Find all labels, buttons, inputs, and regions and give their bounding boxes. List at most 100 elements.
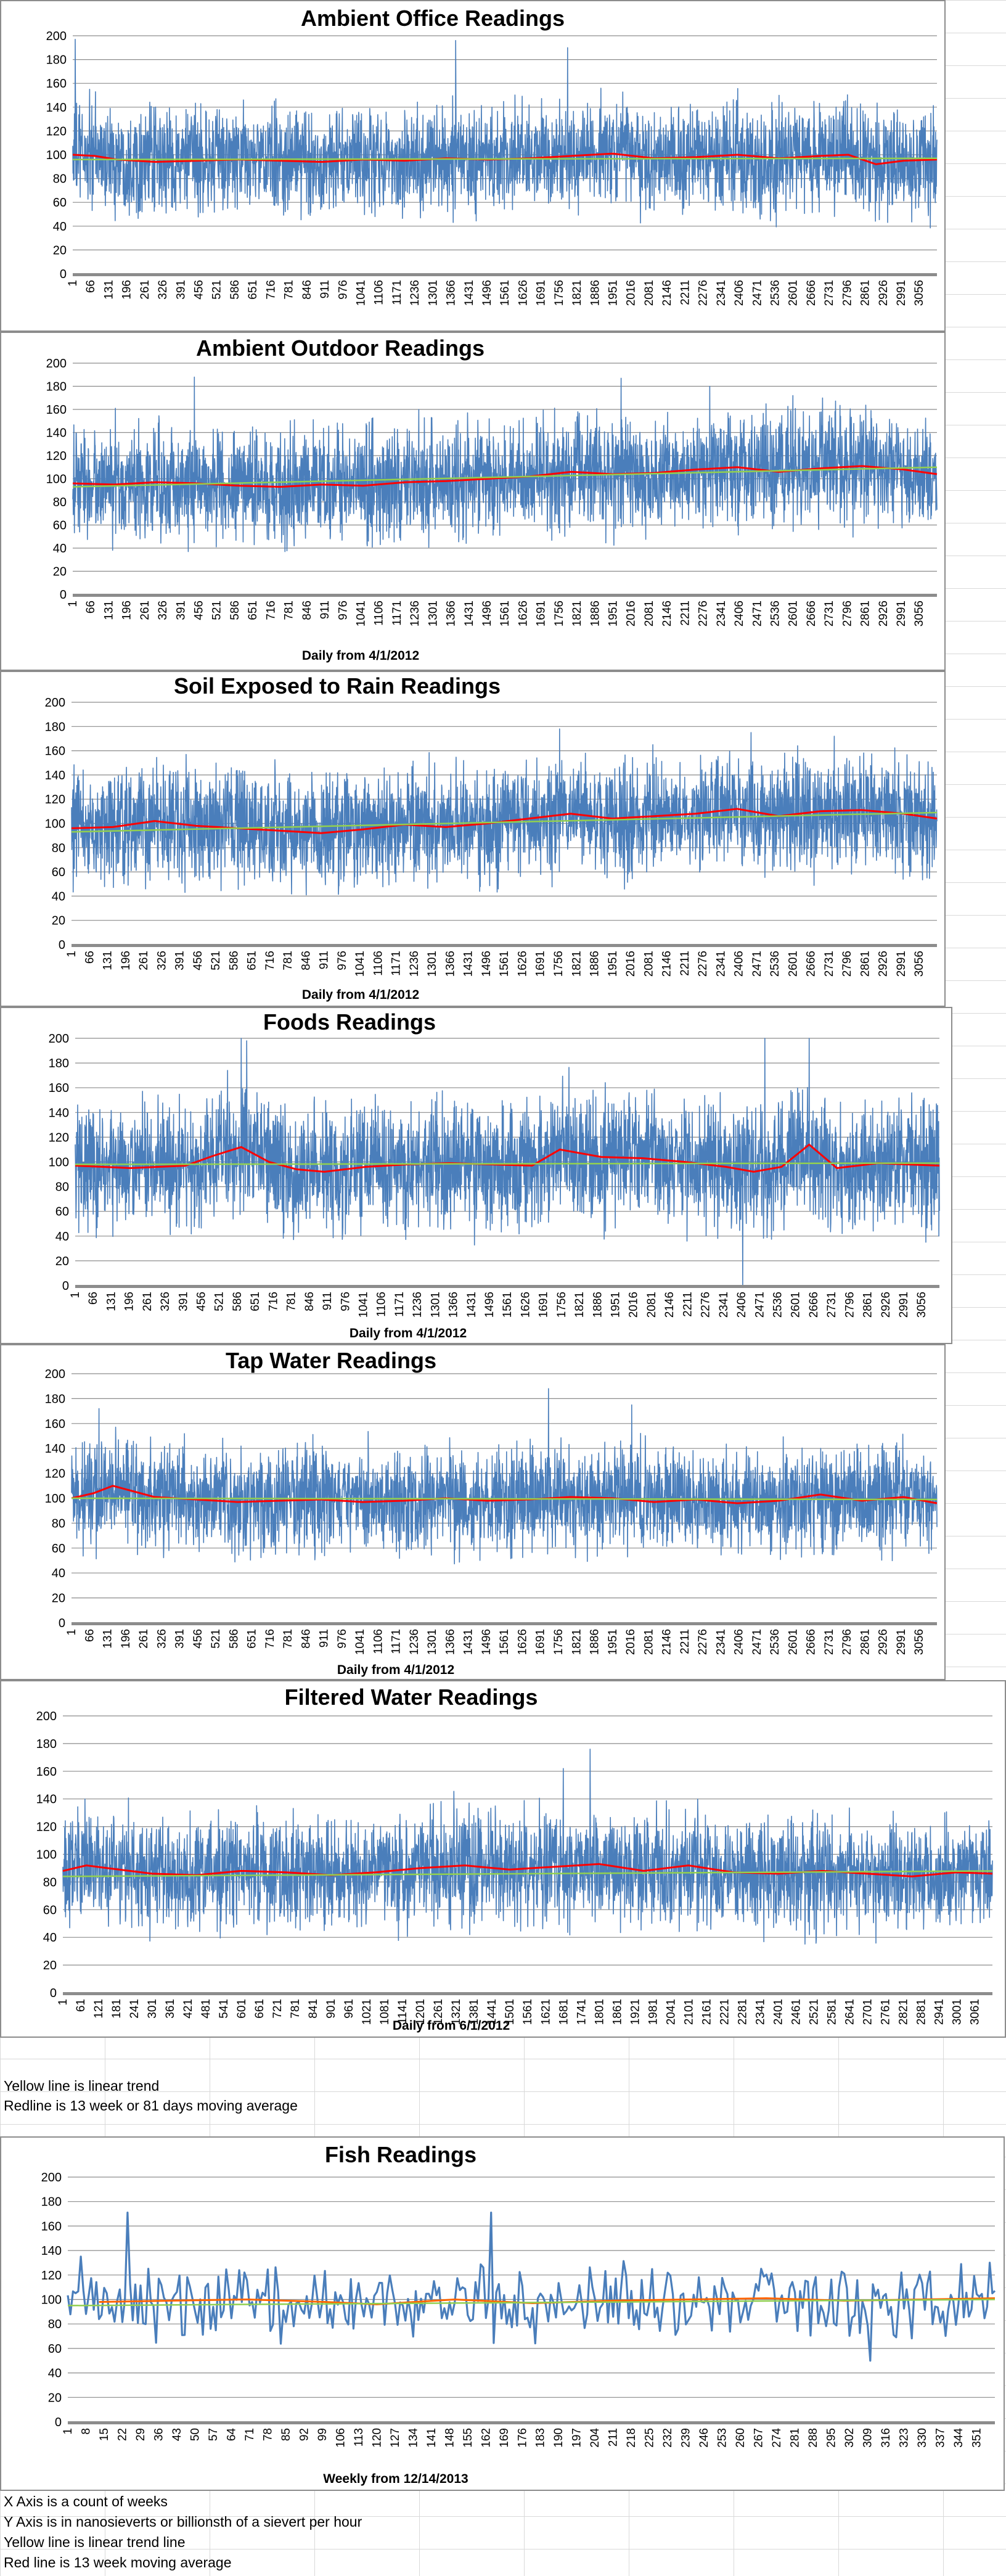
x-tick-label: 1886 bbox=[591, 1292, 604, 1318]
x-tick-label: 391 bbox=[174, 1629, 187, 1649]
chart-ambient-outdoor: 0 20 40 60 80 100 120 140 160 180 200 1 66 131 196 261 3… bbox=[0, 332, 946, 671]
x-tick-label: 781 bbox=[283, 280, 296, 300]
x-tick-label: 2341 bbox=[714, 1629, 727, 1655]
x-tick-label: 2536 bbox=[769, 280, 782, 306]
x-tick-label: 721 bbox=[271, 1999, 284, 2019]
x-tick-label: 2796 bbox=[841, 280, 854, 306]
chart-title: Foods Readings bbox=[263, 1009, 436, 1035]
chart-filtered-water: 0 20 40 60 80 100 120 140 160 180 200 1 61 121 181 241 3… bbox=[0, 1680, 1006, 2038]
y-tick-label: 100 bbox=[36, 1848, 57, 1862]
x-tick-label: 261 bbox=[137, 1629, 150, 1649]
x-tick-label: 1626 bbox=[517, 280, 530, 306]
x-tick-label: 1106 bbox=[375, 1292, 388, 1317]
note-moving-average: Redline is 13 week or 81 days moving ave… bbox=[4, 2098, 298, 2114]
x-tick-label: 1041 bbox=[357, 1292, 370, 1318]
x-tick-label: 716 bbox=[264, 601, 277, 620]
series-moving-average-line bbox=[75, 1143, 940, 1173]
x-tick-label: 1236 bbox=[408, 951, 421, 977]
x-tick-label: 1921 bbox=[629, 1999, 642, 2025]
y-tick-label: 20 bbox=[43, 1959, 57, 1972]
x-tick-label: 326 bbox=[157, 280, 170, 300]
x-tick-label: 2861 bbox=[862, 1292, 875, 1318]
x-tick-label: 1561 bbox=[499, 601, 512, 626]
y-tick-label: 180 bbox=[36, 1737, 57, 1751]
y-tick-label: 0 bbox=[62, 1279, 69, 1293]
x-tick-label: 2926 bbox=[877, 951, 890, 977]
x-tick-label: 2211 bbox=[679, 280, 692, 305]
x-axis-label: Daily from 4/1/2012 bbox=[302, 649, 419, 663]
x-tick-label: 2146 bbox=[661, 1629, 674, 1655]
x-tick-label: 1756 bbox=[552, 951, 565, 977]
x-tick-label: 36 bbox=[152, 2428, 165, 2441]
x-tick-label: 481 bbox=[200, 1999, 213, 2019]
chart-title: Ambient Office Readings bbox=[301, 6, 565, 31]
x-tick-label: 1171 bbox=[393, 1292, 406, 1317]
x-tick-label: 1821 bbox=[570, 1629, 583, 1655]
y-tick-label: 120 bbox=[49, 1131, 69, 1144]
x-tick-label: 2461 bbox=[790, 1999, 803, 2025]
y-tick-label: 200 bbox=[49, 1032, 69, 1046]
x-tick-label: 274 bbox=[771, 2428, 783, 2448]
chart-ambient-office: 0 20 40 60 80 100 120 140 160 180 200 1 66 131 196 261 3… bbox=[0, 0, 946, 332]
x-tick-label: 2401 bbox=[772, 1999, 785, 2025]
x-tick-label: 1561 bbox=[498, 951, 511, 977]
x-tick-label: 2796 bbox=[843, 1292, 856, 1318]
x-tick-label: 288 bbox=[807, 2428, 820, 2448]
x-tick-label: 2881 bbox=[915, 1999, 928, 2025]
x-tick-label: 2641 bbox=[843, 1999, 856, 2025]
x-tick-label: 301 bbox=[146, 1999, 159, 2019]
x-tick-label: 2731 bbox=[823, 951, 836, 977]
x-tick-label: 2146 bbox=[661, 951, 674, 977]
x-tick-label: 261 bbox=[141, 1292, 154, 1311]
x-tick-label: 2211 bbox=[681, 1292, 694, 1317]
x-tick-label: 92 bbox=[298, 2428, 311, 2441]
x-tick-label: 1431 bbox=[462, 1629, 475, 1655]
x-tick-label: 1041 bbox=[354, 951, 367, 977]
x-tick-label: 1626 bbox=[517, 601, 530, 626]
y-tick-label: 0 bbox=[50, 1987, 57, 2000]
x-tick-label: 155 bbox=[462, 2428, 475, 2448]
x-tick-label: 1201 bbox=[414, 1999, 427, 2025]
x-tick-label: 50 bbox=[189, 2428, 202, 2441]
x-tick-label: 716 bbox=[267, 1292, 280, 1311]
x-tick-label: 1236 bbox=[409, 280, 422, 306]
x-tick-label: 391 bbox=[174, 280, 187, 300]
y-tick-label: 100 bbox=[46, 149, 67, 162]
x-tick-label: 391 bbox=[174, 601, 187, 620]
x-tick-label: 131 bbox=[102, 951, 115, 970]
y-tick-label: 140 bbox=[45, 769, 65, 782]
x-tick-label: 1 bbox=[67, 280, 80, 287]
x-tick-label: 781 bbox=[285, 1292, 298, 1311]
y-tick-label: 200 bbox=[41, 2171, 62, 2184]
y-tick-label: 80 bbox=[52, 842, 65, 855]
series-linear-trend-line bbox=[67, 2299, 996, 2307]
x-tick-label: 2406 bbox=[733, 951, 746, 977]
y-tick-label: 180 bbox=[49, 1057, 69, 1070]
x-tick-label: 846 bbox=[300, 1629, 313, 1649]
x-tick-label: 61 bbox=[75, 1999, 88, 2012]
x-tick-label: 2601 bbox=[787, 601, 800, 626]
y-tick-label: 180 bbox=[46, 54, 67, 67]
x-tick-label: 976 bbox=[337, 280, 350, 300]
x-tick-label: 3056 bbox=[913, 280, 926, 306]
x-tick-label: 2016 bbox=[625, 280, 638, 306]
x-tick-label: 326 bbox=[155, 1629, 168, 1649]
x-tick-label: 1366 bbox=[448, 1292, 460, 1318]
x-tick-label: 1951 bbox=[610, 1292, 623, 1318]
x-axis-label: Daily from 4/1/2012 bbox=[337, 1663, 454, 1677]
x-tick-label: 2276 bbox=[697, 1629, 710, 1655]
y-tick-label: 60 bbox=[53, 196, 67, 210]
x-tick-label: 1621 bbox=[539, 1999, 552, 2025]
x-tick-label: 2211 bbox=[679, 951, 692, 976]
x-tick-label: 911 bbox=[319, 601, 332, 619]
x-tick-label: 2601 bbox=[787, 951, 799, 977]
y-tick-label: 100 bbox=[49, 1156, 69, 1170]
x-tick-label: 2081 bbox=[643, 280, 656, 306]
series-readings-line bbox=[71, 1388, 938, 1565]
x-tick-label: 1 bbox=[65, 1629, 78, 1636]
x-tick-label: 29 bbox=[134, 2428, 147, 2441]
x-tick-label: 1821 bbox=[571, 280, 584, 306]
x-tick-label: 841 bbox=[307, 1999, 320, 2019]
x-tick-label: 113 bbox=[353, 2428, 366, 2447]
x-tick-label: 521 bbox=[210, 951, 223, 970]
